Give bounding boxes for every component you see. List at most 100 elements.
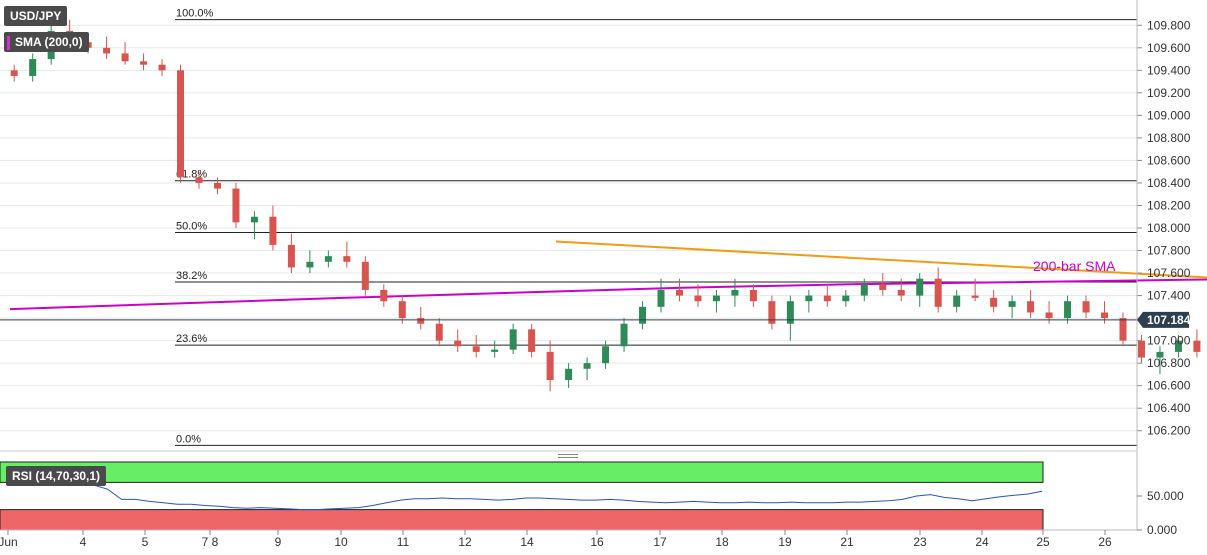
x-tick-label: 16 — [590, 535, 604, 549]
candle-body — [934, 278, 942, 307]
rsi-oversold-zone — [0, 509, 1044, 531]
candle-body — [731, 289, 739, 296]
x-tick-label: 5 — [142, 535, 149, 549]
candle-body — [324, 256, 332, 262]
y-tick-label: 106.800 — [1147, 356, 1191, 370]
x-tick-label: 12 — [458, 535, 472, 549]
fib-label: 50.0% — [176, 221, 207, 233]
sma-tag[interactable]: SMA (200,0) — [4, 32, 89, 52]
y-tick-label: 109.400 — [1147, 63, 1191, 77]
candle-body — [250, 216, 258, 223]
x-tick-label: 10 — [334, 535, 348, 549]
candle-body — [675, 289, 683, 296]
x-tick-label: 21 — [840, 535, 854, 549]
candle-body — [971, 295, 979, 298]
y-tick-label: 108.200 — [1147, 198, 1191, 212]
candle-body — [103, 47, 111, 54]
x-tick-label: 23 — [913, 535, 927, 549]
symbol-text: USD/JPY — [10, 9, 62, 23]
candle-body — [546, 351, 554, 381]
candle-body — [1082, 301, 1090, 313]
candle-body — [1064, 301, 1072, 319]
candle-body — [565, 368, 573, 381]
time-axis[interactable]: Jun 4 5 7 8 9 10 11 12 14 16 17 18 19 21 23 24 25 26 — [0, 529, 1137, 549]
candle-body — [694, 295, 702, 302]
candle-body — [1137, 340, 1145, 358]
candle-body — [620, 323, 628, 347]
price-marker-text: 107.184 — [1147, 313, 1191, 327]
y-tick-label: 107.000 — [1147, 334, 1191, 348]
rsi-tick-label: 50.000 — [1147, 489, 1184, 503]
candle-body — [953, 295, 961, 307]
y-tick-label: 106.200 — [1147, 424, 1191, 438]
candle-body — [1193, 340, 1201, 352]
candle-body — [1174, 340, 1182, 352]
candle-body — [1119, 318, 1127, 341]
price-grid — [0, 24, 1137, 432]
fib-label: 0.0% — [176, 433, 201, 445]
y-tick-label: 107.800 — [1147, 244, 1191, 258]
candle-body — [140, 61, 148, 65]
candle-body — [1045, 312, 1053, 319]
rsi-overbought-zone — [0, 461, 1044, 483]
candle-body — [417, 318, 425, 324]
candle-body — [29, 59, 37, 76]
x-tick-label: 24 — [975, 535, 989, 549]
candle-body — [121, 53, 129, 62]
candle-body — [195, 177, 203, 183]
candle-body — [472, 346, 480, 352]
candle-body — [823, 295, 831, 302]
fib-label: 38.2% — [176, 270, 207, 282]
candle-body — [361, 261, 369, 290]
x-tick-label: 17 — [653, 535, 667, 549]
candle-body — [177, 70, 185, 178]
candle-body — [749, 289, 757, 302]
y-tick-label: 108.400 — [1147, 176, 1191, 190]
x-tick-label: 26 — [1098, 535, 1112, 549]
fib-label: 100.0% — [176, 8, 214, 20]
sma-swatch — [7, 35, 10, 50]
candle-body — [768, 301, 776, 324]
symbol-tag[interactable]: USD/JPY — [4, 6, 68, 26]
x-tick-label: Jun — [0, 535, 18, 549]
candle-body — [897, 289, 905, 296]
candle-body — [491, 349, 499, 352]
candle-body — [842, 295, 850, 302]
rsi-tag[interactable]: RSI (14,70,30,1) — [6, 466, 107, 486]
sma-annotation: 200-bar SMA — [1033, 258, 1116, 274]
panel-resize-handle[interactable] — [558, 454, 578, 459]
y-tick-label: 109.600 — [1147, 41, 1191, 55]
rsi-tag-text: RSI (14,70,30,1) — [12, 469, 101, 483]
candle-body — [380, 289, 388, 302]
x-tick-label: 4 — [80, 535, 87, 549]
candle-body — [786, 301, 794, 324]
y-tick-label: 108.800 — [1147, 131, 1191, 145]
price-marker-bg — [1137, 311, 1189, 328]
candle-body — [860, 284, 868, 296]
candle-body — [805, 295, 813, 302]
candle-body — [509, 329, 517, 350]
candles — [10, 19, 1201, 392]
candle-body — [657, 289, 665, 307]
candle-body — [435, 323, 443, 341]
y-tick-label: 109.200 — [1147, 86, 1191, 100]
y-tick-label: 106.600 — [1147, 379, 1191, 393]
y-tick-label: 108.000 — [1147, 221, 1191, 235]
x-tick-label: 19 — [778, 535, 792, 549]
y-tick-label: 109.800 — [1147, 18, 1191, 32]
y-tick-label: 106.400 — [1147, 401, 1191, 415]
candle-body — [1008, 301, 1016, 307]
y-tick-label: 107.600 — [1147, 266, 1191, 280]
candle-body — [287, 244, 295, 268]
candle-body — [213, 182, 221, 189]
candle-body — [306, 261, 314, 268]
x-tick-label: 14 — [520, 535, 534, 549]
x-tick-label: 7 8 — [202, 535, 219, 549]
candle-body — [1101, 312, 1109, 319]
rsi-line — [10, 481, 1043, 511]
candle-body — [158, 64, 166, 71]
candle-body — [1156, 351, 1164, 358]
candle-body — [454, 340, 462, 347]
trendline — [555, 240, 1207, 279]
